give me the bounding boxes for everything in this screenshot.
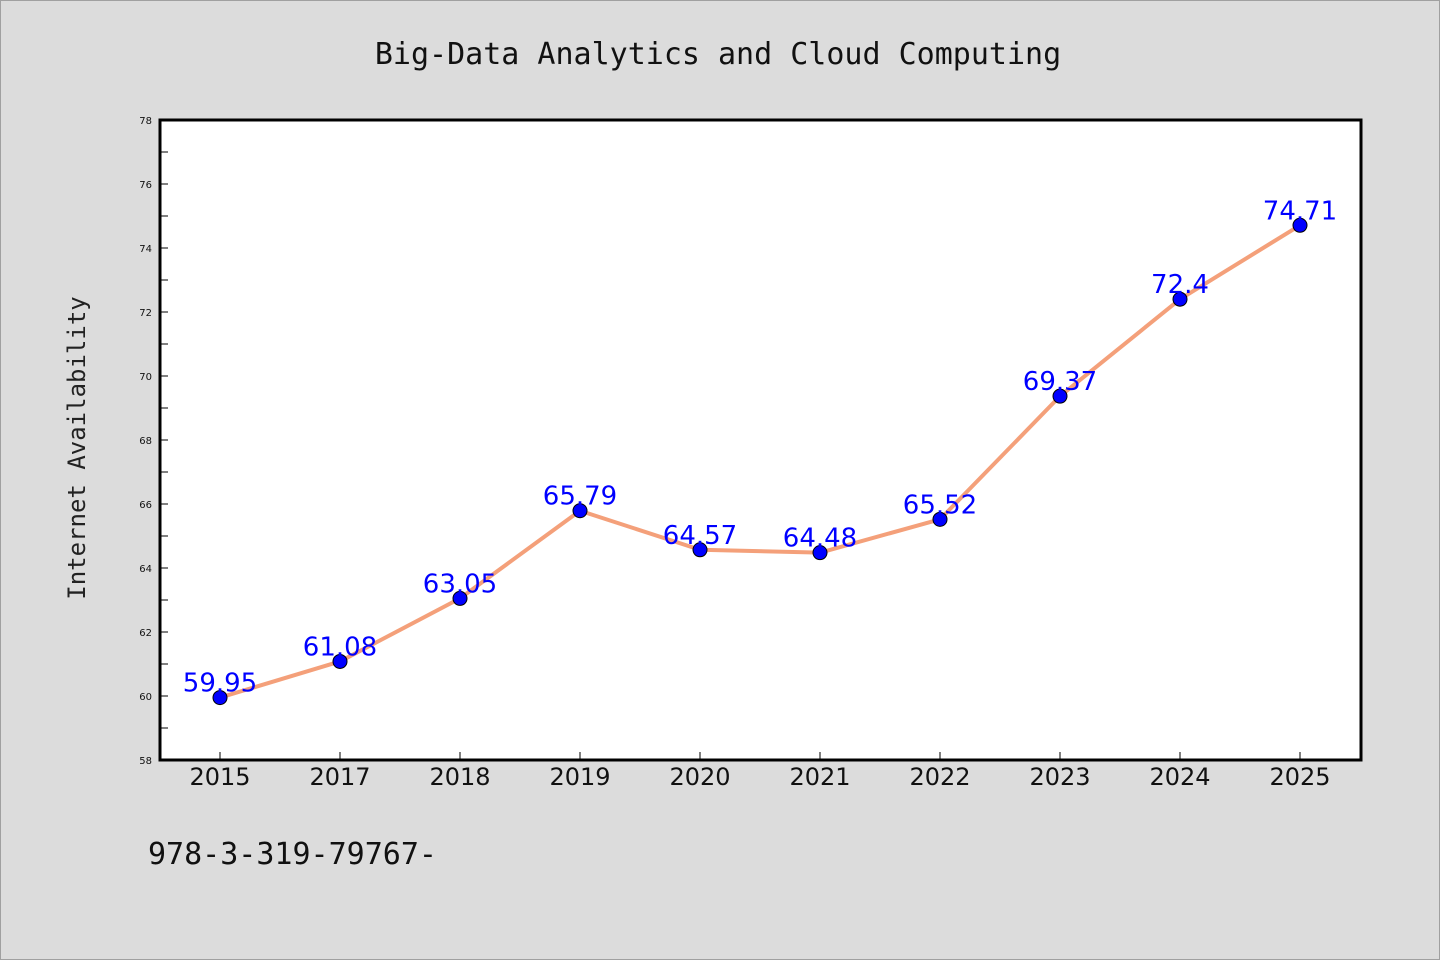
y-tick-label: 66 — [139, 500, 152, 511]
x-tick-label: 2015 — [189, 763, 250, 791]
data-label: 65.52 — [903, 490, 977, 520]
y-tick-label: 74 — [139, 244, 152, 255]
data-label: 74.71 — [1263, 196, 1337, 226]
series-1 — [212, 217, 1308, 706]
data-label: 72.4 — [1151, 270, 1209, 300]
data-labels: 59.95 61.08 63.05 65.79 64.57 64.48 65.52 69.37… — [183, 196, 1337, 698]
x-tick-label: 2017 — [309, 763, 370, 791]
x-tick-label: 2022 — [909, 763, 970, 791]
footnote: 978-3-319-79767- — [148, 837, 437, 872]
data-point — [692, 542, 708, 558]
data-point — [1052, 388, 1068, 404]
y-tick-label: 68 — [139, 436, 152, 447]
x-tick-label: 2023 — [1029, 763, 1090, 791]
x-tick-label: 2020 — [669, 763, 730, 791]
data-label: 65.79 — [543, 482, 617, 512]
data-label: 61.08 — [303, 632, 377, 662]
data-point — [452, 590, 468, 606]
data-point — [572, 503, 588, 519]
y-tick-label: 60 — [139, 692, 152, 703]
y-tick-label: 76 — [139, 180, 152, 191]
x-tick-label: 2021 — [789, 763, 850, 791]
data-point — [1172, 291, 1188, 307]
data-label: 64.48 — [783, 524, 857, 554]
y-tick-label: 78 — [139, 116, 152, 127]
data-label: 64.57 — [663, 521, 737, 551]
x-tick-label: 2025 — [1269, 763, 1330, 791]
data-point — [1292, 217, 1308, 233]
y-tick-label: 58 — [139, 756, 152, 767]
data-point — [332, 653, 348, 669]
data-point — [212, 690, 228, 706]
data-point — [932, 511, 948, 527]
data-label: 59.95 — [183, 669, 257, 699]
chart-title: Big-Data Analytics and Cloud Computing — [375, 37, 1061, 72]
y-axis-label: Internet Availability — [63, 296, 91, 599]
data-label: 69.37 — [1023, 367, 1097, 397]
series-line — [219, 223, 1302, 700]
plot-area — [158, 118, 1363, 762]
x-tick-label: 2018 — [429, 763, 490, 791]
data-label: 63.05 — [423, 569, 497, 599]
y-tick-label: 70 — [139, 372, 152, 383]
data-point — [812, 545, 828, 561]
y-tick-label: 72 — [139, 308, 152, 319]
y-tick-label: 62 — [139, 628, 152, 639]
y-axis-ticks: 58 60 62 64 66 68 70 72 74 76 78 — [139, 116, 168, 767]
x-axis-ticks: 2015 2017 2018 2019 2020 2021 2022 2023 2024 2025 — [189, 752, 1331, 791]
x-tick-label: 2024 — [1149, 763, 1210, 791]
x-tick-label: 2019 — [549, 763, 610, 791]
y-tick-label: 64 — [139, 564, 152, 575]
